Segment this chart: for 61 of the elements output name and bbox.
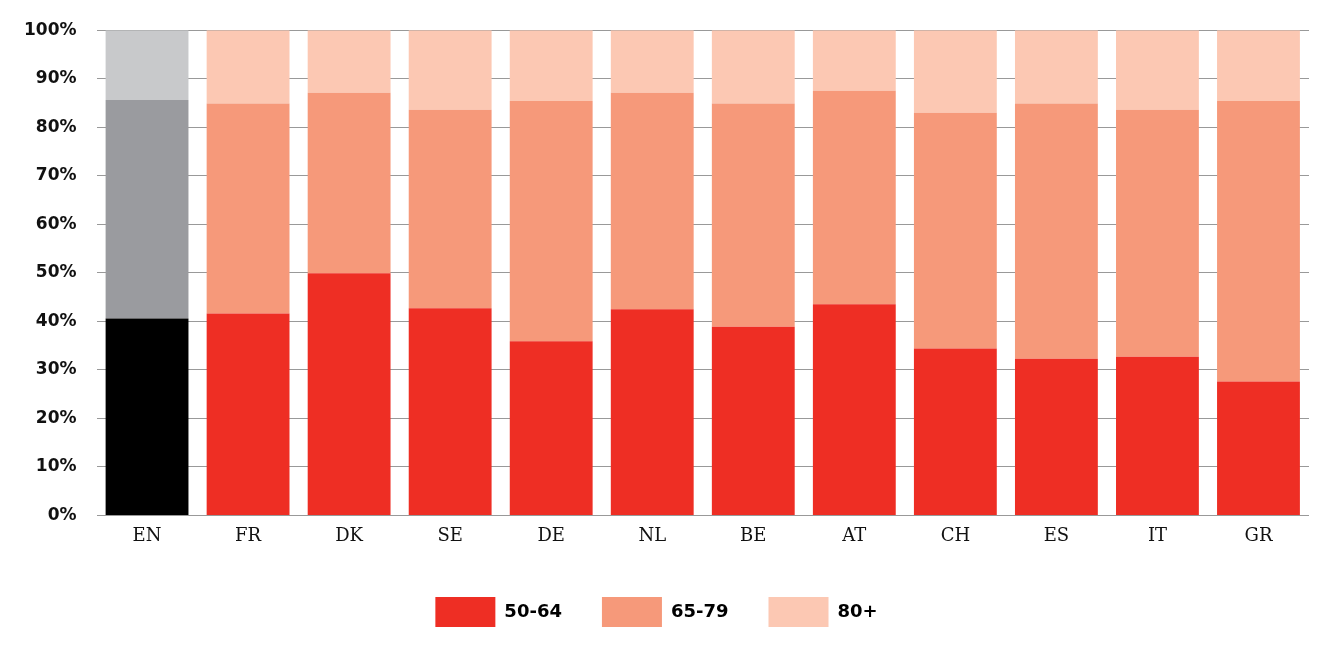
bar	[206, 103, 290, 314]
bar	[307, 30, 391, 93]
bar	[610, 30, 694, 93]
bar	[105, 318, 189, 515]
legend-label: 50-64	[504, 599, 562, 621]
x-tick-label: CH	[940, 523, 971, 545]
y-tick-label: 10%	[35, 455, 77, 476]
y-tick-label: 50%	[35, 261, 77, 282]
bar	[711, 30, 795, 104]
x-tick-label: SE	[437, 523, 463, 545]
x-tick-label: FR	[235, 523, 262, 545]
bar	[913, 30, 997, 113]
y-tick-label: 80%	[35, 115, 77, 136]
bar	[509, 101, 593, 342]
bar	[105, 30, 189, 101]
bar	[1217, 30, 1300, 102]
y-tick-label: 40%	[35, 309, 77, 330]
bar	[610, 92, 694, 310]
bar	[1116, 109, 1199, 357]
x-tick-label: IT	[1147, 523, 1167, 545]
y-tick-label: 60%	[35, 212, 77, 233]
bar	[408, 109, 492, 309]
bar	[1217, 101, 1300, 382]
bar	[1014, 30, 1098, 104]
bar	[408, 308, 492, 515]
bar	[610, 309, 694, 515]
bar	[913, 348, 997, 515]
bar	[1014, 358, 1098, 515]
bar	[509, 30, 593, 102]
x-tick-label: DE	[537, 523, 565, 545]
bar	[913, 112, 997, 349]
bar	[812, 304, 896, 515]
bar	[1217, 381, 1300, 515]
bar	[1116, 356, 1199, 515]
y-tick-label: 30%	[35, 358, 77, 379]
bar	[206, 313, 290, 515]
bar	[509, 341, 593, 515]
bar	[812, 90, 896, 305]
y-tick-label: 20%	[35, 406, 77, 427]
y-tick-label: 90%	[35, 67, 77, 88]
bar	[206, 30, 290, 104]
x-tick-label: GR	[1244, 523, 1273, 545]
bar	[307, 92, 391, 274]
bar	[307, 273, 391, 515]
x-tick-label: AT	[841, 523, 867, 545]
bar	[1014, 103, 1098, 359]
y-tick-label: 70%	[35, 164, 77, 185]
bar	[711, 326, 795, 515]
x-tick-label: BE	[740, 523, 767, 545]
bar	[812, 30, 896, 91]
bar	[711, 103, 795, 327]
legend-label: 80+	[837, 599, 878, 621]
bar	[408, 30, 492, 110]
legend-label: 65-79	[670, 599, 729, 621]
y-tick-label: 0%	[47, 503, 77, 524]
x-tick-label: NL	[638, 523, 667, 545]
x-tick-label: EN	[132, 523, 162, 545]
x-tick-label: DK	[335, 523, 364, 545]
bar	[1116, 30, 1199, 110]
y-tick-label: 100%	[23, 18, 77, 39]
x-tick-label: ES	[1043, 523, 1070, 545]
